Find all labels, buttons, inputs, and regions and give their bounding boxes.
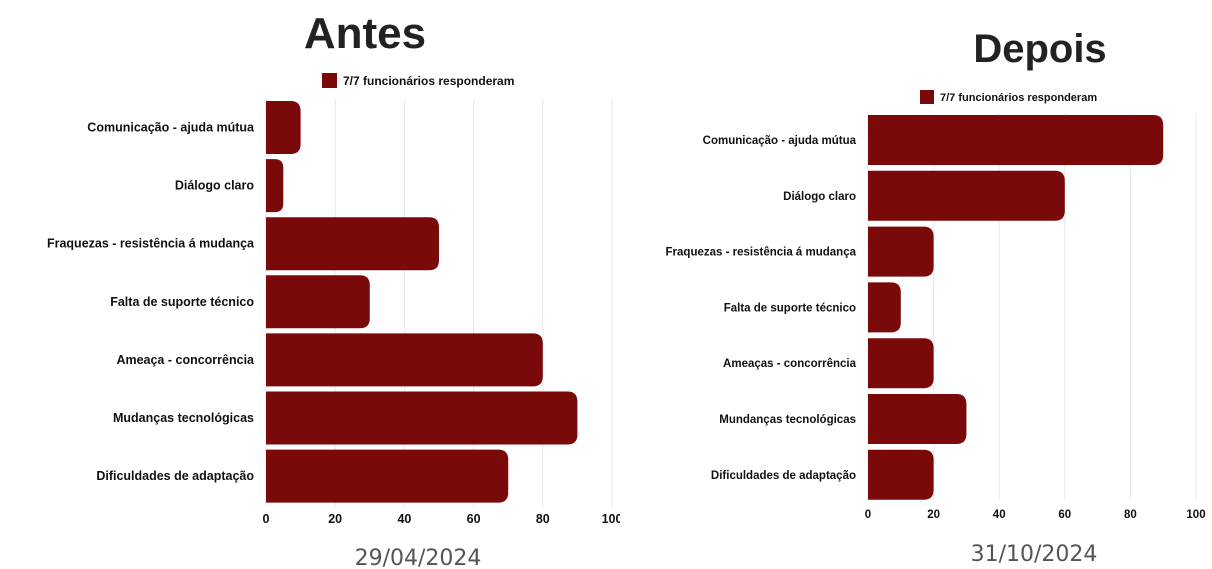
depois-bar-2 xyxy=(868,226,934,277)
antes-category-label: Dificuldades de adaptação xyxy=(96,469,254,483)
antes-legend-swatch xyxy=(322,73,337,88)
antes-bar-6 xyxy=(266,449,509,503)
depois-category-label: Dificuldades de adaptação xyxy=(711,470,856,482)
depois-bar-3 xyxy=(868,282,901,333)
antes-legend-label: 7/7 funcionários responderam xyxy=(343,74,514,88)
antes-bar-5 xyxy=(266,391,578,445)
chart-antes: Antes 7/7 funcionários responderam Comunic… xyxy=(47,9,620,569)
antes-bar-4 xyxy=(266,333,543,387)
chart-depois: Depois 7/7 funcionários responderam Comuni… xyxy=(666,27,1206,567)
antes-bar-3 xyxy=(266,275,370,329)
depois-bar-6 xyxy=(868,449,934,500)
depois-x-tick-label: 60 xyxy=(1058,509,1071,521)
depois-legend-label: 7/7 funcionários responderam xyxy=(940,92,1097,104)
antes-category-label: Falta de suporte técnico xyxy=(110,295,254,309)
antes-x-tick-label: 80 xyxy=(536,512,550,526)
depois-x-tick-label: 80 xyxy=(1124,509,1137,521)
antes-bar-0 xyxy=(266,101,301,154)
depois-bar-0 xyxy=(868,115,1164,165)
depois-legend-swatch xyxy=(920,90,934,104)
antes-category-label: Fraquezas - resistência á mudança xyxy=(47,237,255,251)
depois-category-label: Mundanças tecnológicas xyxy=(719,414,856,426)
depois-chart-title: Depois xyxy=(973,27,1106,71)
antes-category-label: Diálogo claro xyxy=(175,179,255,193)
antes-chart-title: Antes xyxy=(304,9,426,58)
depois-bar-1 xyxy=(868,170,1065,221)
depois-x-tick-label: 100 xyxy=(1186,509,1205,521)
antes-x-tick-label: 40 xyxy=(397,512,411,526)
antes-category-label: Comunicação - ajuda mútua xyxy=(87,121,255,135)
depois-x-tick-label: 0 xyxy=(865,509,871,521)
depois-x-tick-label: 40 xyxy=(993,509,1006,521)
antes-date-label: 29/04/2024 xyxy=(355,546,482,569)
depois-category-label: Falta de suporte técnico xyxy=(724,302,856,314)
depois-x-tick-label: 20 xyxy=(927,509,940,521)
antes-x-tick-label: 0 xyxy=(263,512,270,526)
depois-date-label: 31/10/2024 xyxy=(971,542,1098,567)
depois-category-label: Diálogo claro xyxy=(783,191,856,203)
antes-bar-1 xyxy=(266,159,284,213)
antes-x-tick-label: 100 xyxy=(602,512,620,526)
antes-category-label: Ameaça - concorrência xyxy=(116,353,255,367)
depois-bar-5 xyxy=(868,394,967,444)
depois-category-label: Comunicação - ajuda mútua xyxy=(703,135,857,147)
antes-bar-2 xyxy=(266,217,439,271)
antes-x-tick-label: 60 xyxy=(467,512,481,526)
depois-category-label: Ameaças - concorrência xyxy=(723,358,857,370)
depois-bar-4 xyxy=(868,338,934,389)
antes-x-tick-label: 20 xyxy=(328,512,342,526)
antes-category-label: Mudanças tecnológicas xyxy=(113,411,254,425)
depois-category-label: Fraquezas - resistência á mudança xyxy=(666,247,857,259)
